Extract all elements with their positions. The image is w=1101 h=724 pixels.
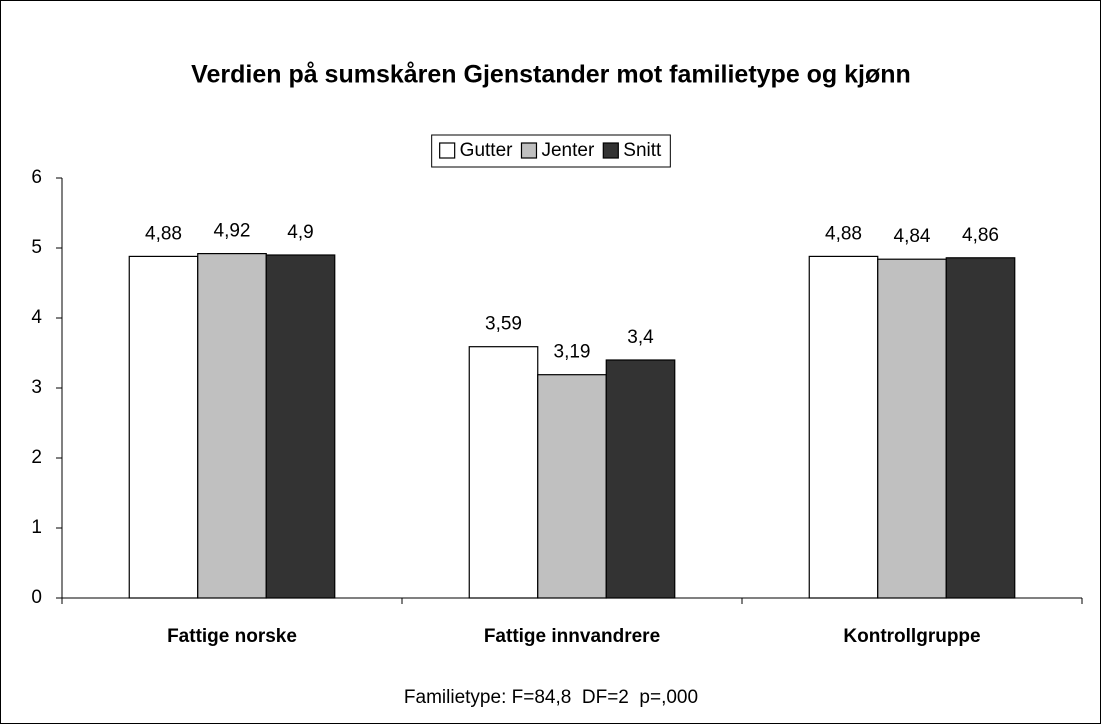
y-tick-label: 4: [31, 307, 42, 328]
y-tick-label: 2: [31, 447, 42, 468]
bar: [128, 255, 199, 599]
value-label: 3,4: [627, 327, 654, 348]
legend-swatch: [439, 142, 456, 159]
value-label: 4,92: [214, 221, 251, 242]
bar: [808, 255, 879, 599]
legend-box: [431, 134, 671, 168]
legend-label: Gutter: [460, 140, 513, 161]
value-label: 4,88: [145, 223, 182, 244]
y-tick-label: 0: [31, 587, 42, 608]
legend-label: Jenter: [541, 140, 594, 161]
value-label: 4,88: [825, 223, 862, 244]
y-tick-label: 5: [31, 237, 42, 258]
y-tick-label: 1: [31, 517, 42, 538]
footnote: Familietype: F=84,8 DF=2 p=,000: [404, 687, 698, 708]
legend-swatch: [602, 142, 619, 159]
bar: [945, 257, 1016, 599]
bar: [877, 258, 947, 599]
bar: [537, 374, 607, 599]
bar: [605, 359, 676, 599]
y-tick-label: 3: [31, 377, 42, 398]
value-label: 3,19: [554, 342, 591, 363]
legend-label: Snitt: [623, 140, 662, 161]
x-tick-label: Kontrollgruppe: [843, 626, 980, 647]
value-label: 4,9: [287, 222, 313, 243]
bar: [468, 346, 539, 599]
value-label: 3,59: [485, 314, 522, 335]
legend-swatch: [520, 142, 538, 159]
chart-title: Verdien på sumskåren Gjenstander mot fam…: [191, 61, 911, 89]
x-tick-label: Fattige innvandrere: [484, 626, 660, 647]
y-tick-label: 6: [31, 167, 42, 188]
value-label: 4,86: [962, 225, 999, 246]
value-label: 4,84: [894, 226, 931, 247]
x-tick-label: Fattige norske: [167, 626, 297, 647]
bar: [197, 253, 267, 599]
bar: [265, 254, 336, 599]
